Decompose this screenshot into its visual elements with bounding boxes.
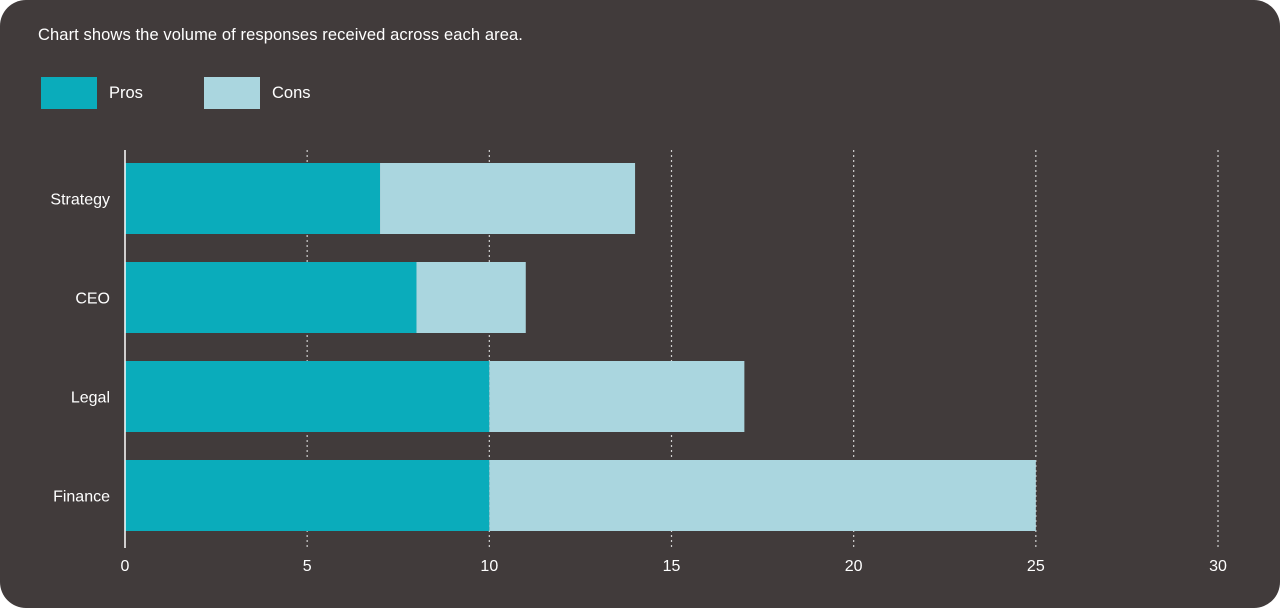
category-label: Strategy — [50, 192, 110, 209]
bar-cons-legal — [489, 361, 745, 432]
x-tick-label: 15 — [663, 558, 681, 575]
legend-swatch-cons — [204, 77, 260, 109]
x-tick-label: 20 — [845, 558, 863, 575]
bar-pros-finance — [125, 460, 490, 531]
category-label: Finance — [53, 489, 110, 506]
bar-cons-strategy — [380, 163, 636, 234]
x-tick-label: 5 — [303, 558, 312, 575]
legend-item-pros: Pros — [41, 77, 143, 109]
chart-subtitle: Chart shows the volume of responses rece… — [38, 26, 523, 44]
bar-pros-ceo — [125, 262, 417, 333]
bar-cons-finance — [489, 460, 1036, 531]
legend-label-cons: Cons — [272, 83, 311, 102]
legend-swatch-pros — [41, 77, 97, 109]
category-label: Legal — [71, 390, 110, 407]
x-tick-label: 0 — [121, 558, 130, 575]
x-tick-label: 10 — [480, 558, 498, 575]
bar-cons-ceo — [416, 262, 526, 333]
legend-item-cons: Cons — [204, 77, 311, 109]
legend-label-pros: Pros — [109, 83, 143, 102]
category-label: CEO — [75, 291, 110, 308]
bar-pros-strategy — [125, 163, 381, 234]
x-tick-label: 30 — [1209, 558, 1227, 575]
x-tick-label: 25 — [1027, 558, 1045, 575]
bar-pros-legal — [125, 361, 490, 432]
